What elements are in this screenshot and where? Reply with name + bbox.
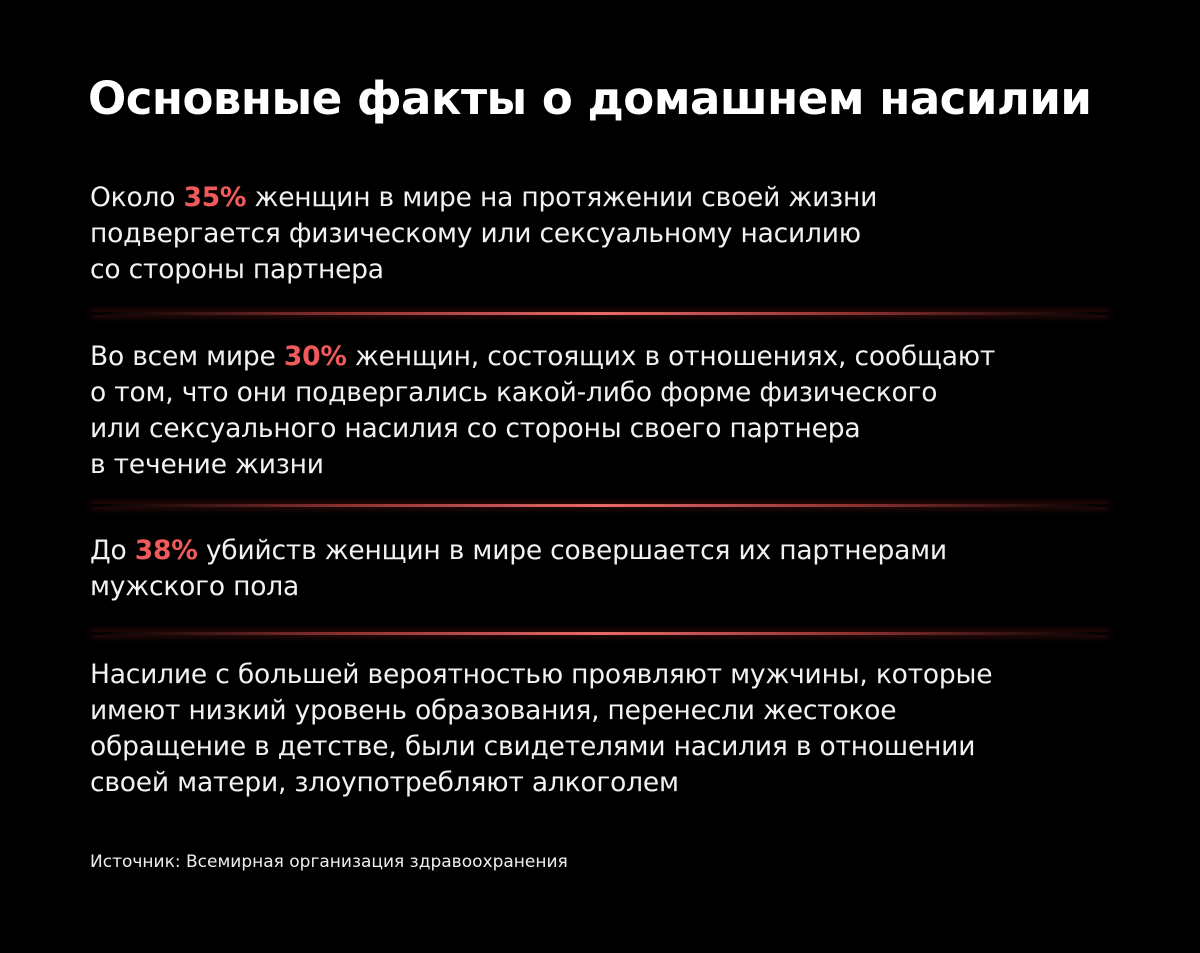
fact-text: женщин в мире на протяжении своей жизни (246, 182, 878, 213)
highlight-percent: 30% (283, 341, 347, 372)
fact-text: До (90, 535, 135, 566)
fact-text: убийств женщин в мире совершается их пар… (197, 535, 947, 566)
highlight-percent: 35% (183, 182, 247, 213)
fact-1: Около 35% женщин в мире на протяжении св… (90, 180, 877, 288)
divider (90, 632, 1110, 635)
page-title: Основные факты о домашнем насилии (88, 72, 1092, 125)
fact-text: женщин, состоящих в отношениях, сообщают (346, 341, 996, 372)
fact-text: своей матери, злоупотребляют алкоголем (90, 767, 679, 798)
fact-3: До 38% убийств женщин в мире совершается… (90, 533, 947, 605)
fact-2: Во всем мире 30% женщин, состоящих в отн… (90, 339, 995, 483)
divider (90, 312, 1110, 315)
fact-text: или сексуального насилия со стороны свое… (90, 413, 861, 444)
fact-text: подвергается физическому или сексуальном… (90, 218, 861, 249)
fact-text: со стороны партнера (90, 254, 384, 285)
source-note: Источник: Всемирная организация здравоох… (90, 852, 568, 872)
fact-text: мужского пола (90, 571, 300, 602)
fact-4: Насилие с большей вероятностью проявляют… (90, 657, 993, 801)
fact-text: о том, что они подвергались какой-либо ф… (90, 377, 938, 408)
fact-text: Во всем мире (90, 341, 284, 372)
fact-text: Насилие с большей вероятностью проявляют… (90, 659, 993, 690)
divider (90, 504, 1110, 507)
fact-text: обращение в детстве, были свидетелями на… (90, 731, 976, 762)
highlight-percent: 38% (134, 535, 198, 566)
fact-text: Около (90, 182, 184, 213)
fact-text: имеют низкий уровень образования, перене… (90, 695, 897, 726)
fact-text: в течение жизни (90, 449, 324, 480)
